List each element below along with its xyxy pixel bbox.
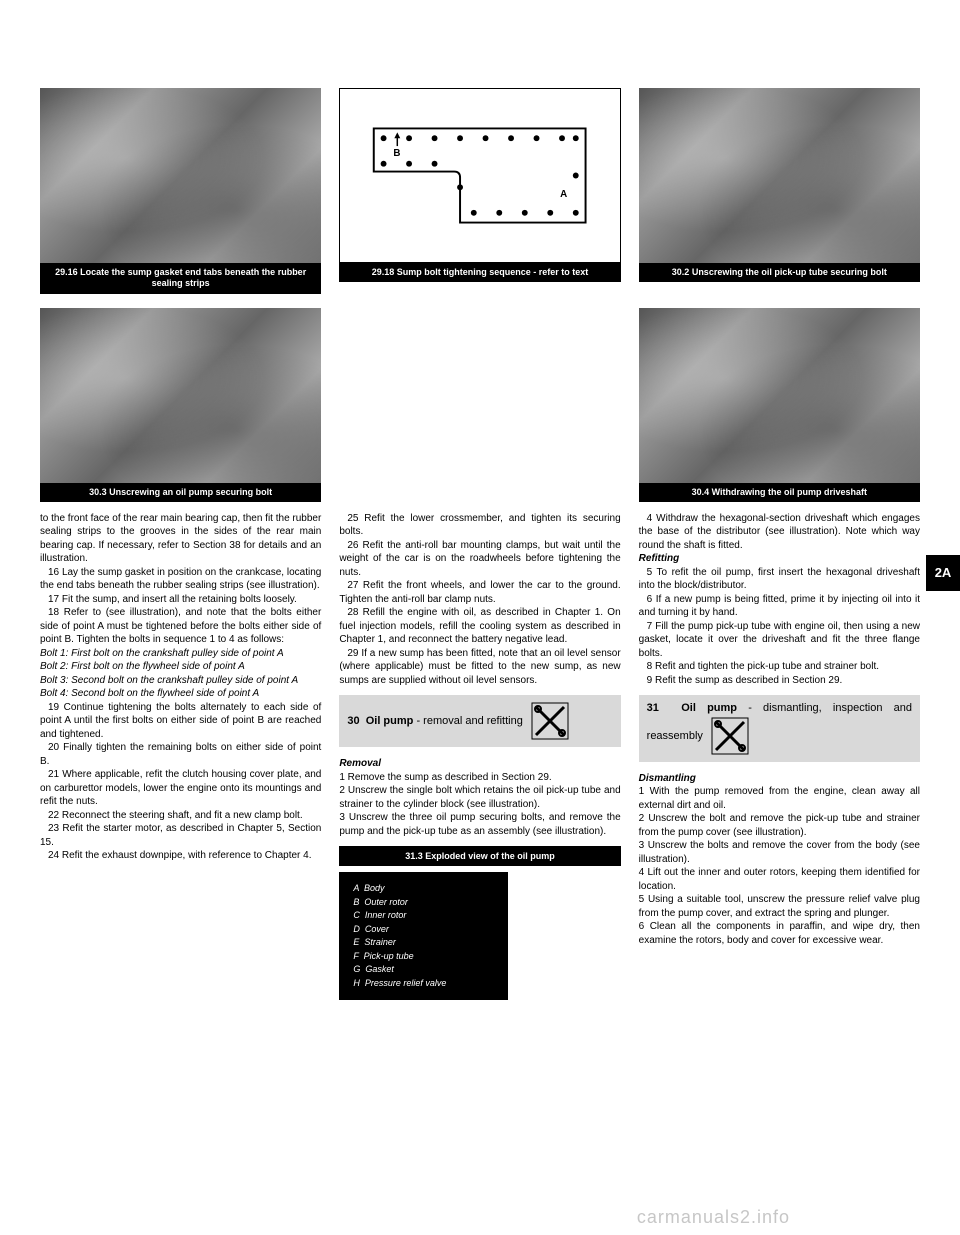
difficulty-icon-2: [710, 716, 750, 756]
para-c3-3: 6 If a new pump is being fitted, prime i…: [639, 593, 920, 620]
column-1: to the front face of the rear main beari…: [40, 512, 321, 1001]
figure-row-2: 30.3 Unscrewing an oil pump securing bol…: [40, 308, 920, 502]
para-c3-5: 8 Refit and tighten the pick-up tube and…: [639, 660, 920, 674]
para-c2-2: 27 Refit the front wheels, and lower the…: [339, 579, 620, 606]
para-c1-6: Bolt 3: Second bolt on the crankshaft pu…: [40, 674, 321, 688]
figure-30-2: 30.2 Unscrewing the oil pick-up tube sec…: [639, 88, 920, 294]
sump-sequence-svg: A B: [362, 111, 597, 240]
photo-driveshaft: [639, 308, 920, 483]
column-2: 25 Refit the lower crossmember, and tigh…: [339, 512, 620, 1001]
photo-pickup-tube-bolt: [639, 88, 920, 263]
para-c3-6: 9 Refit the sump as described in Section…: [639, 674, 920, 688]
para-c1-1: 16 Lay the sump gasket in position on th…: [40, 566, 321, 593]
diagram-sump-bolts: A B: [339, 88, 620, 263]
caption-30-4: 30.4 Withdrawing the oil pump driveshaft: [639, 483, 920, 502]
figure-30-4: 30.4 Withdrawing the oil pump driveshaft: [639, 308, 920, 502]
para-c1-2: 17 Fit the sump, and insert all the reta…: [40, 593, 321, 607]
key-d: D Cover: [353, 923, 494, 937]
exploded-block: 31.3 Exploded view of the oil pump A Bod…: [339, 846, 620, 1000]
para-c3-4: 7 Fill the pump pick-up tube with engine…: [639, 620, 920, 661]
section-31-head: 31 Oil pump - dismantling, inspection an…: [639, 695, 920, 761]
dismantle-body: 1 With the pump removed from the engine,…: [639, 785, 920, 947]
key-e: E Strainer: [353, 936, 494, 950]
para-c1-9: 20 Finally tighten the remaining bolts o…: [40, 741, 321, 768]
para-c2-0: 25 Refit the lower crossmember, and tigh…: [339, 512, 620, 539]
dismantle-head: Dismantling: [639, 772, 920, 786]
figure-row-1: 29.16 Locate the sump gasket end tabs be…: [40, 88, 920, 294]
photo-sump-gasket: [40, 88, 321, 263]
body-columns: to the front face of the rear main beari…: [40, 512, 920, 1001]
para-c2-3: 28 Refill the engine with oil, as descri…: [339, 606, 620, 647]
para-c1-12: 23 Refit the starter motor, as described…: [40, 822, 321, 849]
para-c1-11: 22 Reconnect the steering shaft, and fit…: [40, 809, 321, 823]
sec30-sub: - removal and refitting: [416, 715, 522, 727]
key-b: B Outer rotor: [353, 896, 494, 910]
spacer-col: [339, 308, 620, 502]
difficulty-icon: [530, 701, 570, 741]
sec31-title: Oil pump: [681, 702, 737, 714]
figure-29-18: A B 29.18 Sump bolt tightening sequence …: [339, 88, 620, 294]
caption-29-16: 29.16 Locate the sump gasket end tabs be…: [40, 263, 321, 294]
sec30-num: 30: [347, 715, 359, 727]
para-c3-0: 4 Withdraw the hexagonal-section drivesh…: [639, 512, 920, 553]
key-c: C Inner rotor: [353, 909, 494, 923]
figure-30-3: 30.3 Unscrewing an oil pump securing bol…: [40, 308, 321, 502]
key-h: H Pressure relief valve: [353, 977, 494, 991]
refitting-head: Refitting: [639, 552, 920, 566]
key-a: A Body: [353, 882, 494, 896]
chapter-tab: 2A: [926, 555, 960, 591]
exploded-caption: 31.3 Exploded view of the oil pump: [339, 846, 620, 866]
para-c1-4: Bolt 1: First bolt on the crankshaft pul…: [40, 647, 321, 661]
removal-body: 1 Remove the sump as described in Sectio…: [339, 771, 620, 839]
para-c1-5: Bolt 2: First bolt on the flywheel side …: [40, 660, 321, 674]
para-c1-0: to the front face of the rear main beari…: [40, 512, 321, 566]
para-c1-8: 19 Continue tightening the bolts alterna…: [40, 701, 321, 742]
para-c1-10: 21 Where applicable, refit the clutch ho…: [40, 768, 321, 809]
para-c2-4: 29 If a new sump has been fitted, note t…: [339, 647, 620, 688]
para-c1-13: 24 Refit the exhaust downpipe, with refe…: [40, 849, 321, 863]
key-g: G Gasket: [353, 963, 494, 977]
caption-30-2: 30.2 Unscrewing the oil pick-up tube sec…: [639, 263, 920, 282]
removal-head: Removal: [339, 757, 620, 771]
photo-oil-pump-bolt: [40, 308, 321, 483]
key-f: F Pick-up tube: [353, 950, 494, 964]
para-c3-2: 5 To refit the oil pump, first insert th…: [639, 566, 920, 593]
watermark-text: carmanuals2.info: [637, 1205, 790, 1229]
key-legend: A Body B Outer rotor C Inner rotor D Cov…: [339, 872, 508, 1000]
para-c1-3: 18 Refer to (see illustration), and note…: [40, 606, 321, 647]
caption-30-3: 30.3 Unscrewing an oil pump securing bol…: [40, 483, 321, 502]
column-3: 4 Withdraw the hexagonal-section drivesh…: [639, 512, 920, 1001]
svg-text:B: B: [394, 148, 401, 159]
para-c1-7: Bolt 4: Second bolt on the flywheel side…: [40, 687, 321, 701]
sec31-num: 31: [647, 702, 659, 714]
sec30-title: Oil pump: [366, 715, 414, 727]
svg-text:A: A: [560, 189, 567, 200]
section-30-head: 30 Oil pump - removal and refitting: [339, 695, 620, 747]
caption-29-18: 29.18 Sump bolt tightening sequence - re…: [339, 263, 620, 282]
para-c2-1: 26 Refit the anti-roll bar mounting clam…: [339, 539, 620, 580]
figure-29-16: 29.16 Locate the sump gasket end tabs be…: [40, 88, 321, 294]
